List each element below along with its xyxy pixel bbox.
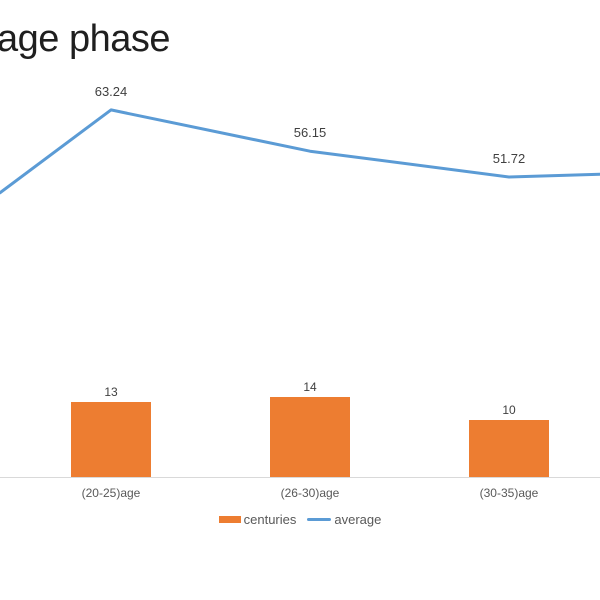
bar-data-label: 14	[303, 379, 317, 394]
category-axis-line	[0, 477, 600, 478]
legend-label-centuries: centuries	[243, 511, 297, 527]
category-axis-label: (20-25)age	[81, 486, 141, 500]
line-data-label: 63.24	[94, 83, 128, 99]
category-axis-label: (26-30)age	[280, 486, 340, 500]
legend-item-average[interactable]: average	[307, 512, 381, 527]
bar-centuries[interactable]	[270, 396, 350, 478]
bar-centuries[interactable]	[71, 402, 151, 478]
line-data-label: 51.72	[492, 150, 526, 166]
bar-data-label: 10	[502, 402, 516, 417]
line-data-label: 56.15	[293, 125, 327, 141]
centuries-swatch-icon	[218, 515, 241, 523]
bar-centuries[interactable]	[469, 419, 549, 478]
average-swatch-icon	[307, 517, 332, 521]
bar-data-label: 13	[104, 385, 118, 400]
category-axis-label: (30-35)age	[479, 486, 539, 500]
average-line[interactable]	[0, 108, 600, 195]
chart-title: age phase	[0, 18, 171, 61]
legend-label-average: average	[334, 511, 382, 527]
legend: centuries average	[0, 510, 600, 528]
legend-item-centuries[interactable]: centuries	[218, 511, 297, 527]
